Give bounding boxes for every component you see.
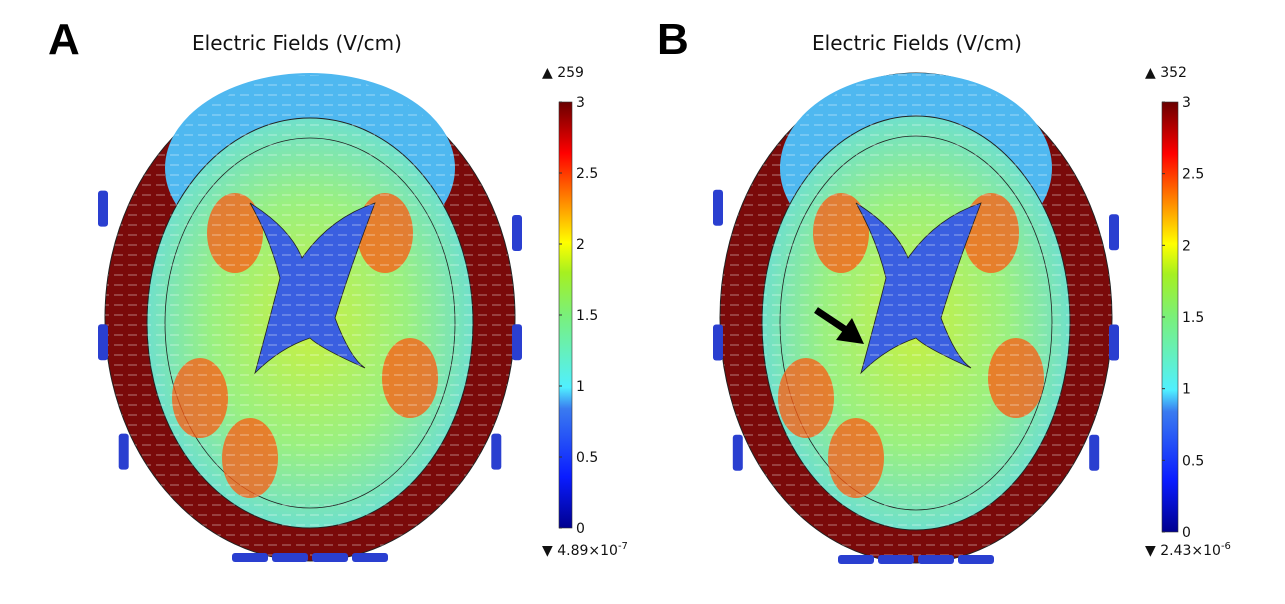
max-value-label: ▲ 259: [542, 65, 584, 81]
field-arrows: [105, 75, 515, 561]
electrode: [958, 555, 994, 564]
colorbar-tick-label: 3: [1182, 95, 1191, 111]
colorbar-tick-label: 1: [576, 379, 585, 395]
electrode: [491, 433, 502, 470]
colorbar-tick-label: 2: [1182, 238, 1191, 254]
electrode: [1089, 434, 1100, 471]
panel-label: B: [657, 15, 689, 64]
electrode: [713, 324, 723, 361]
annotation-arrow: [814, 307, 848, 333]
colorbar-tick-label: 2.5: [576, 166, 598, 182]
electrode: [98, 190, 108, 227]
arrow-head: [836, 318, 864, 344]
colorbar-tick-label: 1.5: [1182, 310, 1204, 326]
electrode: [312, 553, 348, 562]
min-value-label: ▼ 4.89×10-7: [542, 541, 628, 559]
electrode: [98, 324, 108, 361]
electrode: [1109, 324, 1119, 361]
min-value-exponent: -7: [618, 541, 628, 552]
electrode: [512, 214, 522, 251]
colorbar-tick-label: 2: [576, 237, 585, 253]
electrode: [272, 553, 308, 562]
electrode: [1109, 214, 1119, 251]
electrode: [878, 555, 914, 564]
electrode: [918, 555, 954, 564]
panel-a: A Electric Fields (V/cm) 3 2.5 2 1.5 1 0.5 0 ▲ 25…: [48, 15, 628, 562]
colorbar-tick-label: 1: [1182, 382, 1191, 398]
colorbar-tick-label: 2.5: [1182, 167, 1204, 183]
colorbar-tick-label: 1.5: [576, 308, 598, 324]
panel-b: B Electric Fields (V/cm) 3 2.5 2 1.5 1 0.5 0 ▲ 35…: [657, 15, 1231, 564]
electrode: [512, 324, 522, 361]
electrode: [732, 434, 743, 471]
chart-title: Electric Fields (V/cm): [812, 31, 1022, 55]
colorbar-tick-label: 0.5: [1182, 453, 1204, 469]
field-arrows: [720, 73, 1112, 563]
panel-label: A: [48, 15, 80, 64]
max-value-label: ▲ 352: [1145, 65, 1187, 81]
chart-title: Electric Fields (V/cm): [192, 31, 402, 55]
electrode: [838, 555, 874, 564]
electrode: [118, 433, 129, 470]
colorbar-tick-label: 0: [576, 521, 585, 537]
colorbar-tick-label: 0.5: [576, 450, 598, 466]
electrode: [713, 189, 723, 226]
min-value-exponent: -6: [1221, 541, 1231, 552]
electrode: [352, 553, 388, 562]
min-value-label: ▼ 2.43×10-6: [1145, 541, 1231, 559]
colorbar-tick-label: 3: [576, 95, 585, 111]
colorbar-tick-label: 0: [1182, 525, 1191, 541]
electrode: [232, 553, 268, 562]
